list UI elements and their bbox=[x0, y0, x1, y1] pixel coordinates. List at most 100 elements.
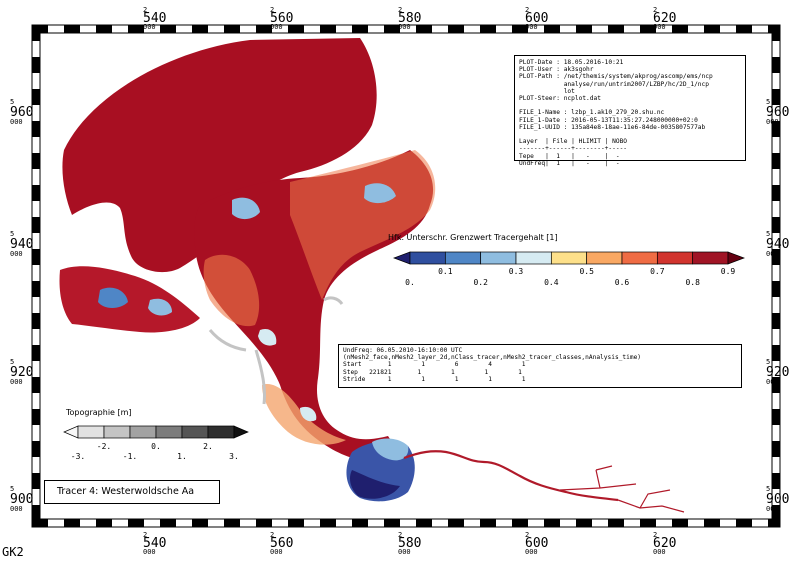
easting-suffix-bottom: 000 bbox=[143, 548, 156, 556]
tracer-label: Tracer 4: Westerwoldsche Aa bbox=[57, 486, 195, 497]
easting-label-bottom: 600 bbox=[525, 536, 548, 551]
tracer-upper-label: 0.9 bbox=[721, 267, 736, 276]
easting-label-top: 620 bbox=[653, 11, 676, 26]
frame-segment bbox=[32, 89, 40, 105]
frame-segment bbox=[288, 25, 304, 33]
tracer-arrow-low bbox=[393, 251, 411, 265]
frame-segment bbox=[772, 25, 780, 41]
frame-segment bbox=[352, 519, 368, 527]
plot-info-line: FILE_1-Name : lzbp_1.ak10_279_20.shu.nc bbox=[519, 109, 665, 117]
frame-segment bbox=[736, 25, 752, 33]
frame-segment bbox=[32, 441, 40, 457]
undfreq-info-line: Stride 1 1 1 1 1 bbox=[343, 375, 526, 383]
plot-info-line: FILE_1-UUID : 135a84e8-18ae-11e6-84de-00… bbox=[519, 123, 706, 131]
frame-segment bbox=[448, 25, 464, 33]
plot-info-line: PLOT-User : ak3sgohr bbox=[519, 66, 594, 74]
dollart-bay-dark bbox=[350, 470, 400, 499]
northing-suffix-left: 000 bbox=[10, 118, 23, 126]
frame-segment bbox=[772, 313, 780, 329]
plot-info-line: Tepe | 1 | - | - bbox=[519, 152, 620, 160]
frame-segment bbox=[736, 519, 752, 527]
frame-segment bbox=[772, 121, 780, 137]
easting-suffix-top: 000 bbox=[270, 23, 283, 31]
tracer-lower-label: 0.4 bbox=[544, 278, 559, 287]
topo-fringe bbox=[208, 296, 344, 405]
shallow-patch-3 bbox=[98, 287, 128, 308]
easting-suffix-top: 000 bbox=[525, 23, 538, 31]
topo-label: 1. bbox=[177, 452, 187, 461]
easting-suffix-top: 000 bbox=[653, 23, 666, 31]
frame-segment bbox=[32, 57, 40, 73]
tracer-lower-label: 0.6 bbox=[615, 278, 630, 287]
northing-label-left: 920 bbox=[10, 365, 33, 380]
tracer-bin bbox=[586, 251, 623, 265]
easting-prefix-bottom: 2 bbox=[270, 531, 274, 539]
frame-segment bbox=[288, 519, 304, 527]
frame-segment bbox=[320, 25, 336, 33]
plot-info-text: PLOT-Date : 18.05.2016-10:21 PLOT-User : … bbox=[519, 59, 741, 167]
northing-prefix-left: 5 bbox=[10, 230, 14, 238]
frame-segment bbox=[772, 281, 780, 297]
easting-prefix-bottom: 2 bbox=[398, 531, 402, 539]
frame-segment bbox=[480, 519, 496, 527]
topo-bin bbox=[207, 425, 235, 439]
frame-segment bbox=[704, 519, 720, 527]
frame-segment bbox=[772, 185, 780, 201]
undfreq-info-line: UndFreq: 06.05.2010-16:10:00 UTC bbox=[343, 347, 463, 354]
northing-prefix-left: 5 bbox=[10, 485, 14, 493]
frame-segment bbox=[448, 519, 464, 527]
easting-prefix-top: 2 bbox=[143, 6, 147, 14]
topo-bin bbox=[181, 425, 209, 439]
topo-label: -1. bbox=[123, 452, 137, 461]
frame-segment bbox=[96, 25, 112, 33]
tracer-upper-label: 0.7 bbox=[650, 267, 665, 276]
easting-label-bottom: 540 bbox=[143, 536, 166, 551]
frame-segment bbox=[608, 25, 624, 33]
easting-label-bottom: 620 bbox=[653, 536, 676, 551]
easting-label-top: 560 bbox=[270, 11, 293, 26]
easting-prefix-top: 2 bbox=[270, 6, 274, 14]
frame-segment bbox=[704, 25, 720, 33]
easting-prefix-top: 2 bbox=[398, 6, 402, 14]
northing-suffix-left: 000 bbox=[10, 250, 23, 258]
frame-segment bbox=[772, 217, 780, 233]
offshore-water bbox=[62, 38, 377, 273]
frame-segment bbox=[32, 519, 48, 527]
frame-segment bbox=[320, 519, 336, 527]
tracer-bin bbox=[515, 251, 552, 265]
easting-suffix-bottom: 000 bbox=[653, 548, 666, 556]
frame-segment bbox=[768, 519, 780, 527]
frame-segment bbox=[772, 377, 780, 393]
northing-prefix-left: 5 bbox=[10, 98, 14, 106]
northing-label-left: 940 bbox=[10, 237, 33, 252]
frame-segment bbox=[32, 505, 40, 521]
topo-bin bbox=[155, 425, 183, 439]
northing-label-right: 900 bbox=[766, 492, 789, 507]
frame-segment bbox=[32, 409, 40, 425]
frame-segment bbox=[192, 519, 208, 527]
frame-segment bbox=[64, 25, 80, 33]
tracer-bin bbox=[480, 251, 517, 265]
frame-segment bbox=[32, 345, 40, 361]
map-frame bbox=[31, 24, 781, 528]
topo-label: -2. bbox=[97, 442, 111, 451]
frame-segment bbox=[576, 519, 592, 527]
tracer-bin bbox=[621, 251, 658, 265]
water-area bbox=[59, 38, 685, 513]
frame-segment bbox=[544, 25, 560, 33]
topo-label: 3. bbox=[229, 452, 239, 461]
frame-segment bbox=[32, 473, 40, 489]
northing-label-right: 960 bbox=[766, 105, 789, 120]
tracer-upper-label: 0.5 bbox=[579, 267, 594, 276]
frame-segment bbox=[160, 25, 176, 33]
easting-suffix-top: 000 bbox=[398, 23, 411, 31]
easting-suffix-bottom: 000 bbox=[525, 548, 538, 556]
frame-segment bbox=[772, 153, 780, 169]
frame-segment bbox=[96, 519, 112, 527]
easting-suffix-bottom: 000 bbox=[398, 548, 411, 556]
topo-legend-title: Topographie [m] bbox=[66, 408, 132, 417]
plot-info-line: -------+------+--------+----- bbox=[519, 145, 628, 153]
frame-segment bbox=[576, 25, 592, 33]
tracer-bin bbox=[656, 251, 694, 265]
